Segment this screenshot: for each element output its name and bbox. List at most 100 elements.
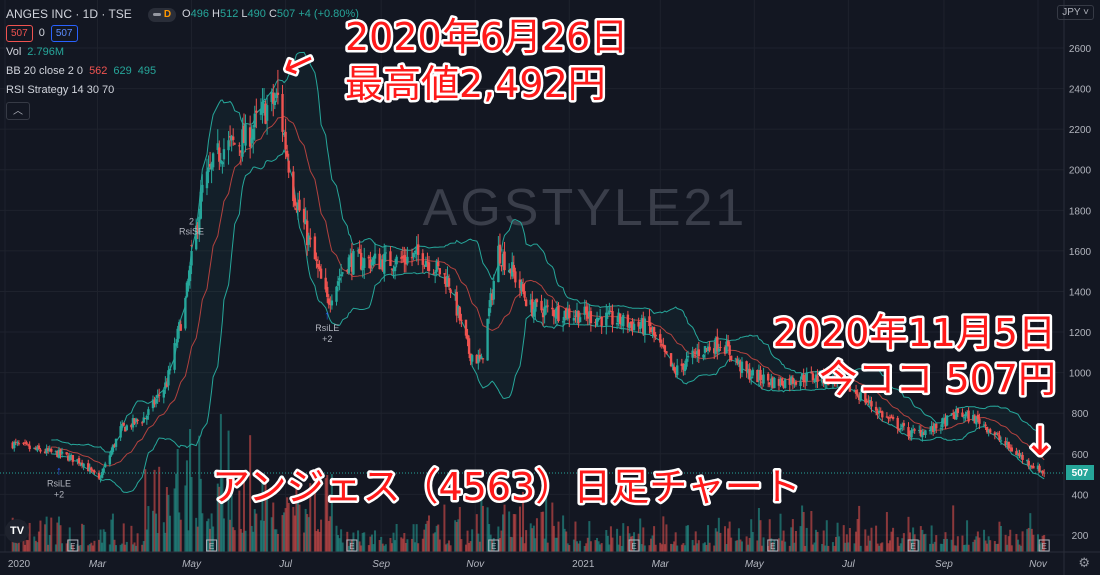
candle-body: [663, 345, 667, 352]
volume-bar: [555, 537, 558, 552]
y-axis-ticks: 200 400 600 800 1000 1200 1400 1600 1800 2000 2200…: [1069, 44, 1092, 542]
candle-body: [788, 378, 791, 385]
volume-bar: [39, 520, 42, 552]
volume-bar: [434, 532, 437, 552]
volume-bar: [975, 536, 978, 552]
volume-bar: [24, 544, 27, 552]
volume-legend[interactable]: Vol 2.796M: [6, 46, 64, 58]
volume-bar: [773, 539, 776, 552]
candle-body: [219, 160, 223, 164]
candle-body: [316, 263, 320, 268]
volume-bar: [687, 525, 690, 552]
candle-body: [683, 364, 687, 372]
candle-body: [404, 259, 408, 265]
candle-body: [910, 430, 913, 438]
x-tick-label: Mar: [89, 559, 107, 570]
volume-bar: [648, 545, 651, 552]
volume-bar: [199, 478, 202, 552]
y-tick-label: 400: [1072, 490, 1089, 501]
volume-bar: [363, 532, 366, 552]
candle-body: [1015, 451, 1018, 456]
currency-selector[interactable]: JPY ˅: [1057, 5, 1094, 20]
volume-bar: [770, 538, 773, 552]
candle-body: [985, 426, 989, 433]
market-status-badge[interactable]: D: [147, 7, 177, 22]
volume-bar: [136, 533, 139, 552]
candle-body: [565, 308, 568, 319]
collapse-legend-button[interactable]: ︿: [6, 102, 30, 120]
volume-bar: [91, 545, 94, 552]
candle-body: [302, 208, 306, 223]
volume-bar: [287, 502, 290, 552]
candle-body: [782, 384, 785, 388]
candle-body: [154, 399, 158, 404]
volume-bar: [122, 523, 125, 552]
volume-bar: [1007, 536, 1010, 552]
candle-body: [514, 271, 517, 283]
volume-bar: [984, 540, 987, 552]
volume-bar: [724, 526, 727, 552]
rsi-strategy-legend[interactable]: RSI Strategy 14 30 70: [6, 84, 115, 96]
volume-bar: [478, 541, 481, 552]
sell-button[interactable]: 507: [6, 25, 33, 42]
volume-bar: [27, 540, 30, 552]
candle-body: [228, 136, 232, 138]
candle-body: [77, 458, 81, 464]
candle-body: [13, 441, 16, 449]
peak-price-annotation: 最高値2,492円: [345, 62, 606, 106]
candle-body: [295, 208, 298, 211]
volume-bar: [313, 477, 316, 552]
candle-body: [736, 359, 739, 364]
candle-body: [427, 262, 431, 272]
candle-body: [501, 253, 505, 266]
candle-body: [611, 311, 614, 325]
gear-icon[interactable]: ⚙: [1078, 555, 1090, 570]
symbol-title[interactable]: ANGES INC · 1D · TSE: [6, 7, 132, 21]
candle-body: [88, 467, 91, 471]
volume-bar: [59, 525, 62, 552]
volume-bar: [728, 521, 731, 552]
candle-body: [265, 105, 269, 121]
candle-body: [162, 389, 166, 398]
candle-body: [503, 251, 506, 271]
minus-icon: [152, 13, 161, 16]
volume-bar: [380, 536, 383, 552]
volume-bar: [423, 529, 426, 552]
candle-body: [480, 356, 483, 360]
peak-date-annotation: 2020年6月26日: [345, 15, 628, 59]
volume-bar: [734, 540, 737, 552]
candle-body: [660, 344, 664, 346]
candle-body: [330, 300, 334, 306]
volume-bar: [403, 533, 406, 552]
tradingview-logo[interactable]: TV: [5, 519, 29, 543]
candle-body: [680, 363, 684, 366]
candle-body: [606, 312, 610, 315]
candle-body: [868, 400, 872, 404]
candle-body: [327, 298, 330, 305]
candle-body: [313, 236, 317, 260]
y-tick-label: 600: [1072, 450, 1089, 461]
volume-bar: [466, 530, 469, 552]
candle-body: [961, 412, 964, 417]
buy-button[interactable]: 507: [50, 25, 78, 42]
volume-bar: [509, 536, 512, 552]
volume-bar: [913, 534, 916, 552]
volume-bar: [266, 499, 269, 552]
volume-bar: [522, 491, 525, 552]
volume-bar: [978, 537, 981, 552]
volume-bar: [370, 534, 373, 552]
candle-body: [318, 266, 321, 270]
bb-legend[interactable]: BB 20 close 2 0 562 629 495: [6, 65, 157, 77]
candle-body: [93, 470, 96, 473]
volume-bar: [54, 544, 57, 552]
signal-label: RsiLE: [47, 478, 71, 488]
volume-bar: [651, 535, 654, 552]
volume-bar: [822, 530, 825, 552]
candle-body: [574, 315, 577, 317]
candle-body: [643, 318, 647, 336]
volume-bar: [400, 537, 403, 552]
candle-body: [561, 321, 565, 323]
volume-bar: [45, 516, 48, 552]
volume-bars: [11, 414, 1046, 552]
